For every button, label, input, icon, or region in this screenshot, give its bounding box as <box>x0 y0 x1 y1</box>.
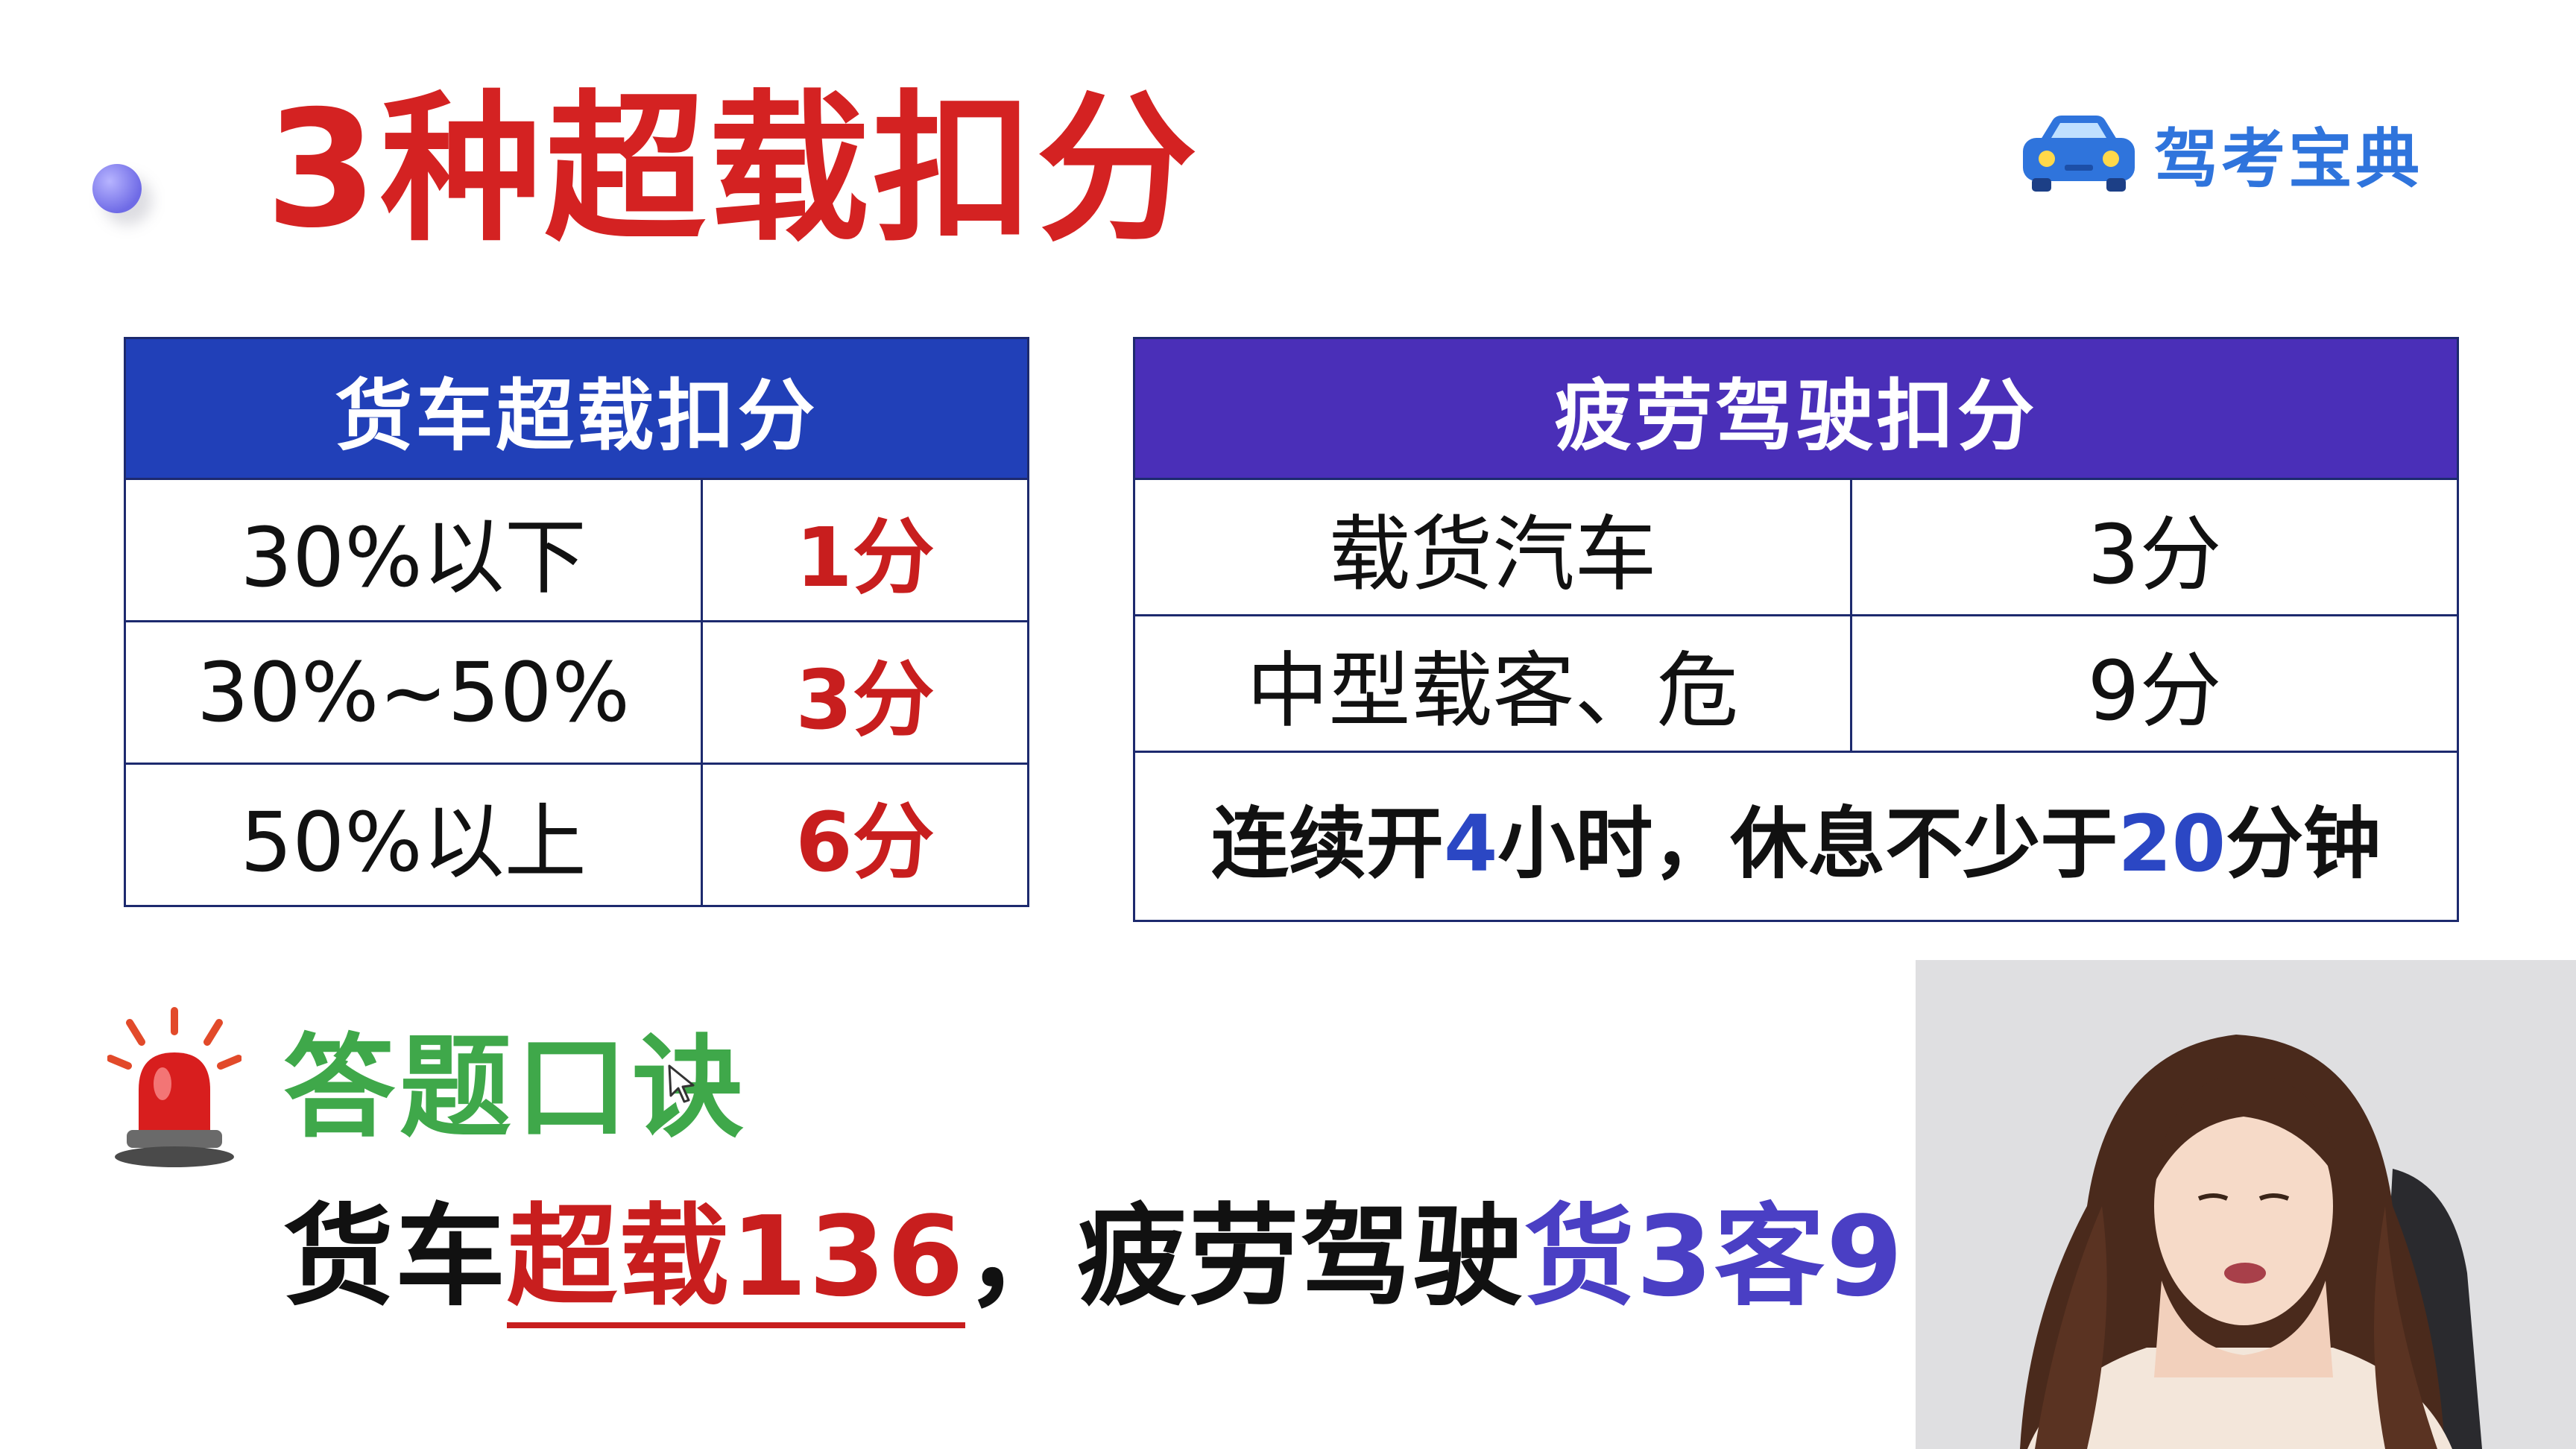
table-row: 50%以上 6分 <box>124 763 1030 907</box>
mnemonic-line: 货车超载136，疲劳驾驶货3客9 <box>283 1190 1904 1328</box>
rest-rule-text: 连续开 <box>1210 798 1444 889</box>
fatigue-driving-table: 疲劳驾驶扣分 载货汽车 3分 中型载客、危 9分 连续开4小时，休息不少于20分… <box>1132 337 2460 922</box>
points-value: 9分 <box>1849 614 2460 753</box>
table-row: 30%~50% 3分 <box>124 620 1030 765</box>
pen-cursor-icon <box>668 1064 695 1103</box>
presenter-portrait-icon <box>1916 960 2576 1449</box>
mnemonic-text: 货车 <box>283 1193 507 1321</box>
overload-range: 50%以上 <box>124 763 703 907</box>
points-value: 1分 <box>700 478 1030 622</box>
overload-range: 30%以下 <box>124 478 703 622</box>
mnemonic-highlight-fatigue: 货3客9 <box>1524 1193 1904 1321</box>
logo-text: 驾考宝典 <box>2154 121 2422 197</box>
overload-range: 30%~50% <box>124 620 703 765</box>
slide-title: 3种超载扣分 <box>265 76 1201 263</box>
rest-rule-text: 分钟 <box>2226 798 2381 889</box>
truck-overload-table: 货车超载扣分 30%以下 1分 30%~50% 3分 50%以上 6分 <box>123 337 1030 907</box>
table-row: 中型载客、危 9分 <box>1133 614 2460 753</box>
vehicle-type: 载货汽车 <box>1133 478 1852 616</box>
bullet-dot-icon <box>92 164 142 213</box>
brand-logo: 驾考宝典 <box>2018 112 2422 197</box>
car-icon <box>2023 116 2135 192</box>
table-row: 连续开4小时，休息不少于20分钟 <box>1132 751 2460 922</box>
rest-hours: 4 <box>1443 798 1498 889</box>
rest-rule: 连续开4小时，休息不少于20分钟 <box>1132 751 2460 922</box>
table-header: 货车超载扣分 <box>123 337 1030 480</box>
mnemonic-text: ，疲劳驾驶 <box>965 1193 1524 1321</box>
points-value: 6分 <box>700 763 1030 907</box>
mnemonic-highlight-overload: 超载136 <box>507 1193 965 1328</box>
table-header: 疲劳驾驶扣分 <box>1132 337 2460 480</box>
mnemonic-title: 答题口诀 <box>283 1023 749 1153</box>
alarm-light-icon <box>107 1007 242 1167</box>
points-value: 3分 <box>1849 478 2460 616</box>
presenter-video <box>1916 960 2576 1449</box>
vehicle-type: 中型载客、危 <box>1133 614 1852 753</box>
rest-rule-text: 小时，休息不少于 <box>1497 798 2118 889</box>
points-value: 3分 <box>700 620 1030 765</box>
table-row: 载货汽车 3分 <box>1133 478 2460 616</box>
rest-minutes: 20 <box>2118 798 2226 889</box>
table-row: 30%以下 1分 <box>124 478 1030 622</box>
